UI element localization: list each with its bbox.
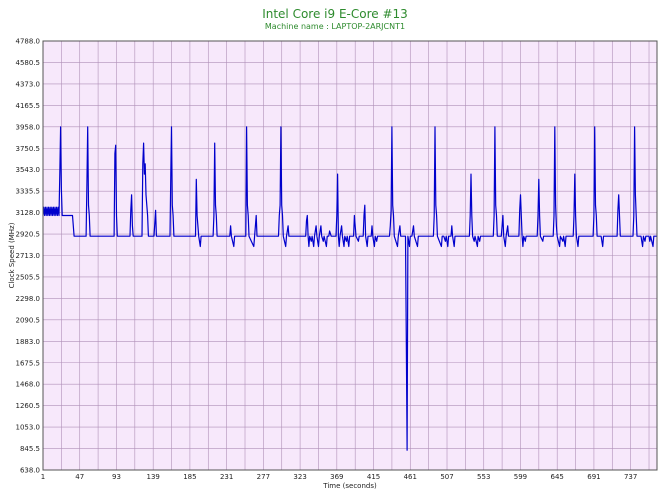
y-tick-label: 2505.5 <box>16 273 41 281</box>
x-tick-label: 507 <box>440 473 453 481</box>
y-tick-label: 3128.0 <box>16 209 41 217</box>
x-tick-label: 277 <box>257 473 270 481</box>
y-tick-label: 845.5 <box>20 445 40 453</box>
x-tick-label: 553 <box>477 473 490 481</box>
y-tick-label: 2713.0 <box>16 252 41 260</box>
axis-ticks: 638.0 845.5 1053.0 1260.5 1468.0 1675.5 1883.0… <box>16 38 638 482</box>
series-line-clock-speed <box>42 126 657 451</box>
x-axis-title: Time (seconds) <box>322 482 377 490</box>
x-tick-label: 47 <box>75 473 84 481</box>
series-layer <box>42 126 657 451</box>
y-tick-label: 1260.5 <box>16 402 41 410</box>
y-tick-label: 1675.5 <box>16 359 41 367</box>
x-tick-label: 691 <box>587 473 600 481</box>
y-tick-label: 1053.0 <box>16 424 41 432</box>
y-tick-label: 4165.5 <box>16 102 41 110</box>
y-tick-label: 3543.0 <box>16 166 41 174</box>
y-tick-label: 638.0 <box>20 467 40 475</box>
y-tick-label: 1468.0 <box>16 381 41 389</box>
x-tick-label: 737 <box>624 473 637 481</box>
plot-frame <box>42 40 658 471</box>
x-tick-label: 185 <box>183 473 196 481</box>
x-tick-label: 599 <box>514 473 527 481</box>
x-tick-label: 645 <box>551 473 564 481</box>
chart-subtitle: Machine name : LAPTOP-2ARJCNT1 <box>264 22 406 31</box>
y-tick-label: 3958.0 <box>16 123 41 131</box>
x-tick-label: 461 <box>404 473 417 481</box>
chart-title: Intel Core i9 E-Core #13 <box>262 7 408 21</box>
y-tick-label: 2298.0 <box>16 295 41 303</box>
x-tick-label: 369 <box>330 473 343 481</box>
y-tick-label: 4580.5 <box>16 59 41 67</box>
x-tick-label: 139 <box>146 473 159 481</box>
y-tick-label: 3335.5 <box>16 188 41 196</box>
y-axis-title: Clock Speed (MHz) <box>8 222 16 288</box>
y-tick-label: 1883.0 <box>16 338 41 346</box>
x-tick-label: 93 <box>112 473 121 481</box>
y-tick-label: 4788.0 <box>16 38 41 46</box>
y-tick-label: 3750.5 <box>16 145 41 153</box>
y-tick-label: 2920.5 <box>16 231 41 239</box>
grid-lines <box>42 40 657 471</box>
y-tick-label: 4373.0 <box>16 80 41 88</box>
y-tick-label: 2090.5 <box>16 316 41 324</box>
x-tick-label: 323 <box>293 473 306 481</box>
x-tick-label: 1 <box>41 473 45 481</box>
x-tick-label: 231 <box>220 473 233 481</box>
x-tick-label: 415 <box>367 473 380 481</box>
